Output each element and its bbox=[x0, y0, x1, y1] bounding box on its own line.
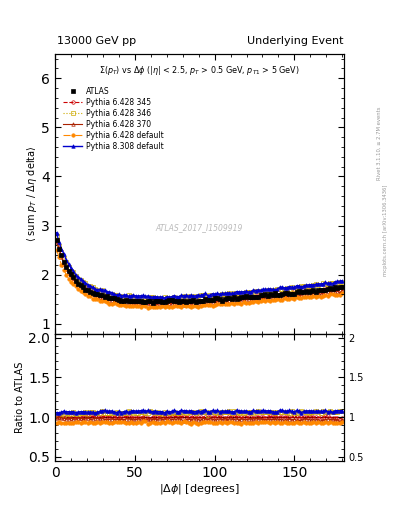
Text: mcplots.cern.ch [arXiv:1306.3436]: mcplots.cern.ch [arXiv:1306.3436] bbox=[383, 185, 387, 276]
Text: ATLAS_2017_I1509919: ATLAS_2017_I1509919 bbox=[156, 223, 243, 232]
X-axis label: $|\Delta\phi|$ [degrees]: $|\Delta\phi|$ [degrees] bbox=[159, 482, 240, 497]
Legend: ATLAS, Pythia 6.428 345, Pythia 6.428 346, Pythia 6.428 370, Pythia 6.428 defaul: ATLAS, Pythia 6.428 345, Pythia 6.428 34… bbox=[62, 86, 165, 152]
Y-axis label: $\langle$ sum $p_T$ / $\Delta\eta$ delta$\rangle$: $\langle$ sum $p_T$ / $\Delta\eta$ delta… bbox=[24, 145, 39, 242]
Text: Rivet 3.1.10, ≥ 2.7M events: Rivet 3.1.10, ≥ 2.7M events bbox=[377, 106, 382, 180]
Text: Underlying Event: Underlying Event bbox=[247, 36, 344, 46]
Text: $\Sigma(p_T)$ vs $\Delta\phi$ ($|\eta|$ < 2.5, $p_T$ > 0.5 GeV, $p_{T1}$ > 5 GeV: $\Sigma(p_T)$ vs $\Delta\phi$ ($|\eta|$ … bbox=[99, 63, 300, 77]
Text: 13000 GeV pp: 13000 GeV pp bbox=[57, 36, 136, 46]
Y-axis label: Ratio to ATLAS: Ratio to ATLAS bbox=[15, 361, 26, 433]
